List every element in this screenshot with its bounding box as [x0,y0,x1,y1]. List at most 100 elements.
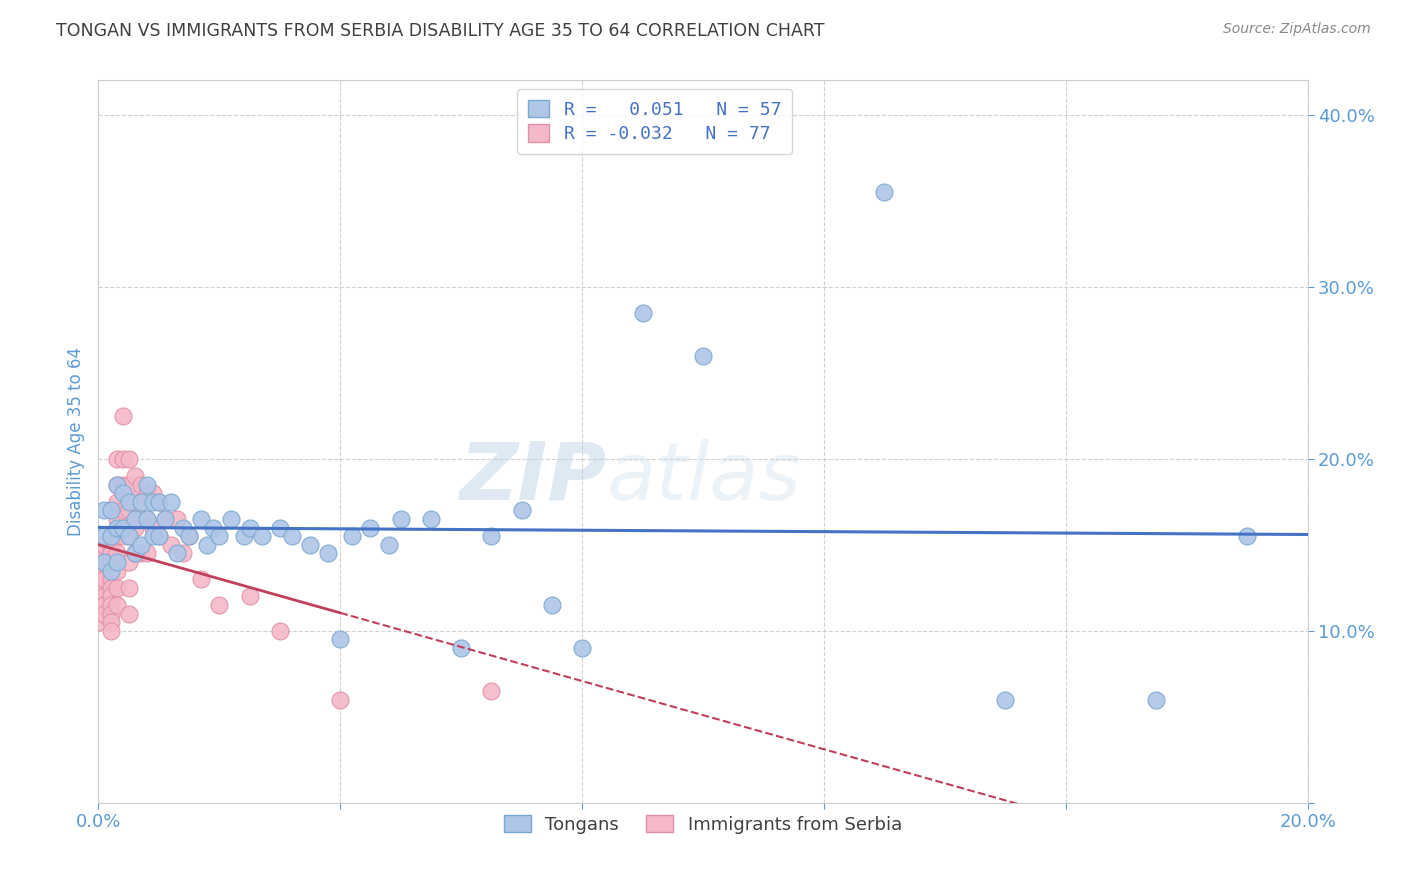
Point [105,598,128,612]
Point [124,546,146,560]
Point [93,581,115,595]
Point [571,640,593,655]
Point [105,494,128,508]
Point [124,546,146,560]
Point [105,520,128,534]
Text: Source: ZipAtlas.com: Source: ZipAtlas.com [1223,22,1371,37]
Point [135,477,157,491]
Point [118,607,141,621]
Point [118,529,141,543]
Point [420,512,443,526]
Point [124,512,146,526]
Point [148,494,170,508]
Point [100,607,122,621]
Point [105,477,128,491]
Point [105,529,128,543]
Point [87,590,110,604]
Point [540,598,562,612]
Point [160,494,183,508]
Point [105,581,128,595]
Point [692,349,714,363]
Point [100,538,122,552]
Point [135,486,157,500]
Point [87,598,110,612]
Point [142,494,165,508]
Point [221,512,243,526]
Point [100,624,122,638]
Point [105,555,128,569]
Point [190,512,212,526]
Point [105,512,128,526]
Point [389,512,412,526]
Point [135,546,157,560]
Point [100,546,122,560]
Point [239,520,262,534]
Point [100,590,122,604]
Point [481,684,503,698]
Point [105,477,128,491]
Point [124,520,146,534]
Point [100,529,122,543]
Point [129,512,152,526]
Point [111,486,134,500]
Point [377,538,399,552]
Point [232,529,254,543]
Point [166,512,188,526]
Point [129,494,152,508]
Point [142,486,165,500]
Point [124,469,146,483]
Point [202,520,225,534]
Point [873,185,896,199]
Point [510,503,533,517]
Point [100,564,122,578]
Point [87,581,110,595]
Point [93,546,115,560]
Point [93,572,115,586]
Point [269,520,291,534]
Point [93,555,115,569]
Point [100,581,122,595]
Point [111,451,134,466]
Point [316,546,339,560]
Point [135,512,157,526]
Point [93,503,115,517]
Point [111,477,134,491]
Point [631,305,654,319]
Point [329,632,352,647]
Point [299,538,322,552]
Point [118,477,141,491]
Point [118,503,141,517]
Point [100,615,122,630]
Point [111,503,134,517]
Point [100,598,122,612]
Point [135,512,157,526]
Point [87,615,110,630]
Point [111,409,134,423]
Point [118,451,141,466]
Point [111,520,134,534]
Point [93,555,115,569]
Point [450,640,472,655]
Point [360,520,382,534]
Point [100,572,122,586]
Point [87,564,110,578]
Point [148,494,170,508]
Y-axis label: Disability Age 35 to 64: Disability Age 35 to 64 [66,347,84,536]
Point [1144,692,1167,706]
Point [148,529,170,543]
Point [342,529,364,543]
Point [166,546,188,560]
Point [100,529,122,543]
Point [281,529,304,543]
Point [153,512,176,526]
Point [190,572,212,586]
Point [1236,529,1258,543]
Point [93,546,115,560]
Point [105,546,128,560]
Point [153,512,176,526]
Point [172,520,194,534]
Point [118,581,141,595]
Point [239,590,262,604]
Text: ZIP: ZIP [458,439,606,516]
Point [93,607,115,621]
